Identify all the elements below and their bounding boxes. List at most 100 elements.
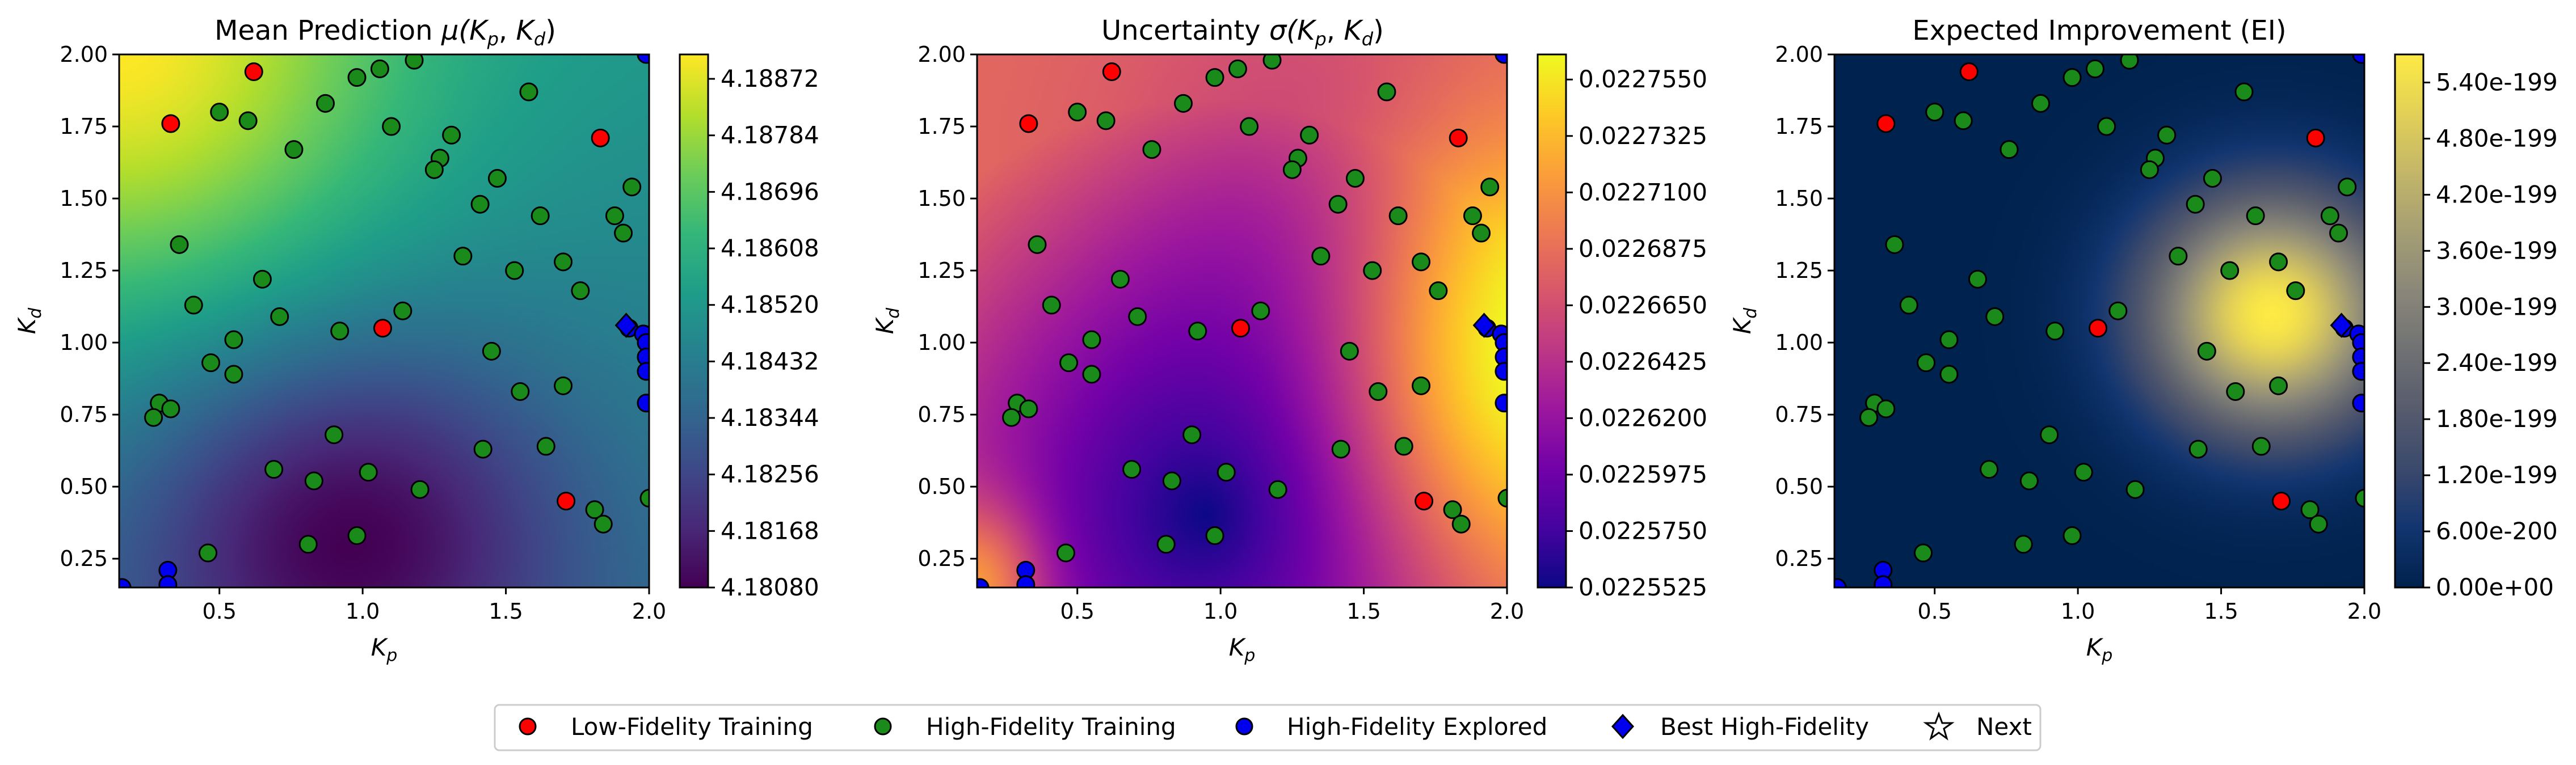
- high-fidelity-training-point: [2234, 82, 2254, 102]
- high-fidelity-training-point: [554, 376, 573, 395]
- x-axis-label: Kp: [1229, 633, 1256, 666]
- mean-prediction-panel: Mean Prediction μ(Kp, Kd) 0.5 1.0 1.5 2.0 0…: [13, 15, 819, 666]
- high-fidelity-training-point: [1188, 322, 1207, 341]
- high-fidelity-training-point: [585, 500, 604, 519]
- high-fidelity-training-point: [1899, 295, 1918, 315]
- y-tick-label: 0.75: [60, 402, 108, 427]
- high-fidelity-training-point: [184, 295, 203, 315]
- high-fidelity-training-point: [1311, 247, 1331, 266]
- high-fidelity-training-point: [316, 94, 335, 113]
- high-fidelity-training-point: [2309, 514, 2328, 534]
- colorbar-tick-label: 4.20e-199: [2436, 180, 2558, 208]
- colorbar-tick-label: 4.18520: [721, 291, 819, 319]
- high-fidelity-training-point: [170, 235, 189, 254]
- high-fidelity-training-point: [1388, 206, 1408, 226]
- colorbar: 0.00e+00 6.00e-200 1.20e-199 1.80e-199 2.40e…: [2394, 53, 2558, 601]
- high-fidelity-training-point: [1917, 353, 1936, 373]
- y-ticks: 0.25 0.50 0.75 1.00 1.25 1.50 1.75 2.00: [60, 42, 119, 571]
- colorbar-tick-label: 0.0227550: [1579, 65, 1707, 93]
- low-fidelity-point: [1959, 62, 1979, 81]
- legend-marker-low-fidelity: [519, 717, 537, 736]
- colorbar-tick-label: 2.40e-199: [2436, 349, 2558, 377]
- x-tick-label: 2.0: [1490, 599, 1524, 624]
- high-fidelity-training-point: [298, 535, 318, 554]
- colorbar-tick-label: 0.0227325: [1579, 122, 1707, 150]
- x-tick-label: 0.5: [202, 599, 236, 624]
- high-fidelity-training-point: [473, 439, 493, 459]
- y-tick-label: 1.25: [917, 258, 966, 283]
- y-tick-label: 0.25: [917, 546, 966, 571]
- legend-label: Low-Fidelity Training: [571, 713, 813, 741]
- y-tick-label: 1.75: [60, 114, 108, 139]
- legend-marker-high-fidelity-training: [874, 717, 892, 736]
- low-fidelity-point: [2272, 492, 2291, 511]
- y-tick-label: 0.50: [60, 474, 108, 499]
- y-tick-label: 0.50: [917, 474, 966, 499]
- high-fidelity-training-point: [1345, 168, 1365, 188]
- high-fidelity-training-point: [1205, 68, 1224, 87]
- high-fidelity-training-point: [1182, 425, 1202, 445]
- high-fidelity-explored-point: [2352, 54, 2364, 64]
- low-fidelity-point: [1231, 319, 1250, 338]
- legend-item-next: Next: [1923, 711, 2032, 741]
- high-fidelity-training-point: [1443, 500, 1462, 519]
- y-tick-label: 2.00: [60, 42, 108, 67]
- high-fidelity-training-point: [1885, 235, 1904, 254]
- y-axis-label: Kd: [871, 307, 903, 335]
- high-fidelity-training-point: [2074, 463, 2093, 482]
- high-fidelity-training-point: [1122, 460, 1142, 479]
- panel-title: Mean Prediction μ(Kp, Kd): [214, 15, 556, 50]
- high-fidelity-training-point: [2169, 247, 2188, 266]
- x-axis-label: Kp: [371, 633, 398, 666]
- high-fidelity-training-point: [554, 252, 573, 272]
- high-fidelity-training-point: [1497, 488, 1507, 508]
- y-tick-label: 2.00: [1775, 42, 1823, 67]
- high-fidelity-training-point: [1142, 140, 1161, 159]
- high-fidelity-explored-point: [1495, 362, 1507, 381]
- colorbar-tick-label: 1.20e-199: [2436, 461, 2558, 489]
- high-fidelity-training-point: [304, 471, 323, 491]
- colorbar-tick-label: 4.18344: [721, 404, 819, 432]
- high-fidelity-training-point: [325, 425, 344, 445]
- legend-label: High-Fidelity Explored: [1287, 713, 1547, 741]
- colorbar-image: [1538, 54, 1566, 588]
- high-fidelity-training-point: [1019, 399, 1038, 419]
- high-fidelity-explored-point: [119, 578, 132, 588]
- high-fidelity-training-point: [1412, 252, 1431, 272]
- high-fidelity-training-point: [614, 223, 633, 243]
- high-fidelity-training-point: [2140, 160, 2159, 179]
- high-fidelity-training-point: [2269, 376, 2288, 395]
- high-fidelity-training-point: [2355, 488, 2364, 508]
- high-fidelity-training-point: [2338, 177, 2357, 197]
- high-fidelity-training-point: [622, 177, 642, 197]
- colorbar: 0.0225525 0.0225750 0.0225975 0.0226200 0.02…: [1537, 53, 1707, 601]
- x-tick-label: 2.0: [632, 599, 666, 624]
- high-fidelity-training-point: [2120, 54, 2139, 70]
- high-fidelity-training-point: [1205, 526, 1224, 546]
- colorbar-tick-label: 0.0225975: [1579, 460, 1707, 488]
- high-fidelity-training-point: [442, 125, 461, 145]
- high-fidelity-training-point: [1377, 82, 1396, 102]
- colorbar-tick-label: 4.18432: [721, 347, 819, 375]
- y-tick-label: 0.25: [1775, 546, 1823, 571]
- high-fidelity-training-point: [1128, 307, 1147, 326]
- high-fidelity-training-point: [1059, 353, 1079, 373]
- high-fidelity-training-point: [1228, 59, 1247, 78]
- colorbar-tick-label: 4.80e-199: [2436, 124, 2558, 152]
- x-tick-label: 1.0: [2061, 599, 2095, 624]
- colorbar-tick-label: 4.18080: [721, 573, 819, 601]
- y-axis-label: Kd: [13, 307, 45, 335]
- high-fidelity-training-point: [1217, 463, 1236, 482]
- high-fidelity-explored-point: [1874, 575, 1893, 588]
- high-fidelity-training-point: [264, 460, 284, 479]
- high-fidelity-explored-point: [637, 362, 649, 381]
- high-fidelity-training-point: [1110, 269, 1130, 289]
- high-fidelity-training-point: [519, 82, 538, 102]
- high-fidelity-training-point: [370, 59, 389, 78]
- high-fidelity-training-point: [2186, 195, 2205, 214]
- x-tick-label: 2.0: [2347, 599, 2381, 624]
- high-fidelity-training-point: [405, 54, 424, 70]
- colorbar-tick-label: 4.18696: [721, 177, 819, 205]
- best-high-fidelity-point: [614, 312, 638, 338]
